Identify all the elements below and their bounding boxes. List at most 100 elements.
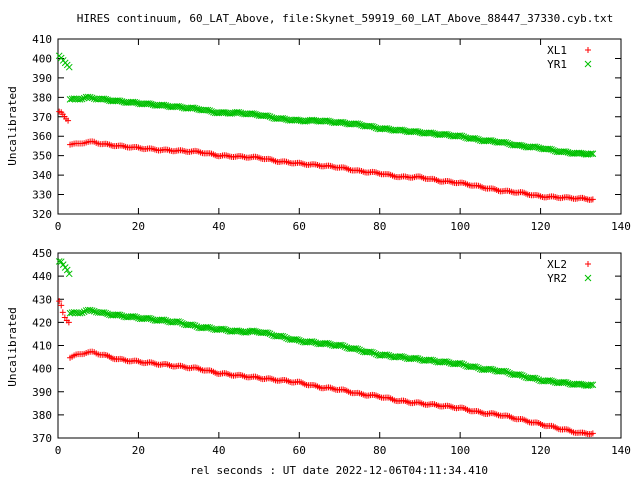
legend-label: YR1 [547, 58, 567, 71]
y-tick-label: 430 [32, 293, 52, 306]
plot-frame [57, 38, 622, 215]
data-point [385, 125, 393, 133]
data-point [160, 101, 168, 109]
data-point [175, 103, 182, 110]
data-point [237, 109, 245, 117]
data-point [354, 345, 362, 353]
data-point [204, 106, 212, 114]
x-tick-label: 80 [373, 220, 386, 233]
series-yr2 [55, 258, 597, 389]
data-point [86, 306, 94, 314]
data-point [370, 349, 378, 357]
data-point [102, 309, 110, 317]
x-tick-label: 100 [450, 444, 470, 457]
data-point [458, 360, 466, 368]
data-point [193, 323, 201, 330]
data-point [564, 379, 572, 387]
x-tick-label: 0 [55, 444, 62, 457]
data-point [118, 312, 126, 320]
data-point [533, 143, 541, 151]
data-point [473, 135, 480, 143]
data-point [100, 309, 108, 316]
series-xl2 [56, 298, 596, 438]
data-point [277, 332, 285, 340]
data-point [500, 367, 508, 375]
data-point [118, 98, 126, 105]
data-point [310, 338, 318, 346]
y-tick-label: 320 [32, 208, 52, 221]
data-point [65, 270, 73, 278]
data-point [147, 315, 155, 323]
data-point [431, 130, 438, 138]
data-point [564, 149, 572, 156]
data-point [518, 142, 526, 150]
data-point [178, 319, 186, 327]
data-point [80, 94, 88, 102]
data-point [341, 343, 349, 350]
data-point [84, 93, 92, 101]
data-point [502, 368, 510, 375]
y-tick-label: 370 [32, 111, 52, 124]
data-point [546, 145, 554, 153]
data-point [325, 340, 332, 347]
x-tick-label: 20 [132, 444, 145, 457]
data-point [475, 136, 482, 143]
data-point [550, 378, 557, 385]
data-point [90, 307, 98, 315]
x-tick-label: 0 [55, 220, 62, 233]
data-point [443, 358, 451, 366]
data-point [504, 368, 512, 376]
data-point [177, 103, 184, 111]
x-tick-label: 100 [450, 220, 470, 233]
data-point [339, 342, 347, 350]
data-point [191, 104, 199, 112]
legend-marker-xl2 [585, 261, 591, 267]
data-point [517, 371, 524, 379]
data-point [533, 375, 541, 383]
data-point [208, 325, 215, 332]
data-point [160, 316, 168, 324]
data-point [354, 120, 362, 128]
data-point [398, 353, 406, 360]
data-point [88, 94, 96, 102]
data-point [59, 309, 66, 316]
data-point [295, 337, 303, 344]
data-point [460, 133, 468, 141]
legend-label: XL1 [547, 44, 567, 57]
data-point [589, 381, 597, 389]
series-xl1 [56, 108, 596, 203]
x-tick-label: 60 [293, 220, 306, 233]
x-tick-label: 40 [212, 220, 225, 233]
data-point [56, 298, 63, 305]
data-point [506, 369, 513, 377]
data-point [520, 373, 528, 380]
data-point [337, 341, 345, 349]
data-point [475, 364, 482, 372]
data-point [370, 123, 378, 131]
data-point [412, 354, 420, 362]
data-point [76, 95, 84, 103]
data-point [162, 102, 170, 109]
y-tick-label: 390 [32, 386, 52, 399]
data-point [589, 430, 596, 437]
data-point [535, 376, 543, 384]
data-point [66, 96, 74, 103]
data-point [252, 110, 259, 118]
data-point [235, 108, 243, 116]
y-tick-label: 330 [32, 189, 52, 202]
data-point [264, 329, 272, 337]
data-point [548, 377, 555, 385]
data-point [235, 327, 243, 335]
y-tick-label: 370 [32, 432, 52, 445]
data-point [372, 350, 380, 358]
data-point [281, 333, 289, 341]
data-point [367, 348, 374, 356]
data-point [266, 330, 274, 338]
data-point [471, 363, 479, 370]
data-point [177, 318, 184, 326]
data-point [385, 352, 393, 359]
y-tick-label: 410 [32, 33, 52, 46]
data-point [400, 353, 407, 361]
data-point [133, 99, 140, 107]
data-point [58, 302, 65, 309]
